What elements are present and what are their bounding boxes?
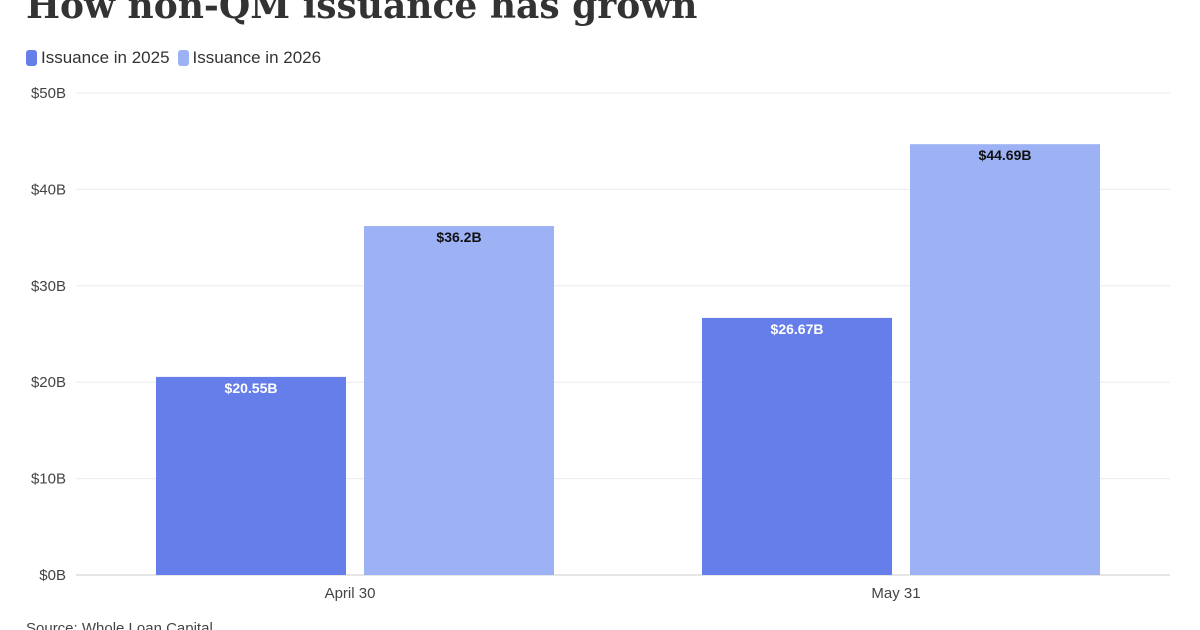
bar-2026-may-31[interactable] (910, 144, 1100, 575)
y-tick-label: $50B (31, 85, 66, 102)
data-label: $20.55B (225, 380, 278, 396)
data-label: $44.69B (979, 147, 1032, 163)
bar-2025-april-30[interactable] (156, 376, 346, 575)
legend: Issuance in 2025 Issuance in 2026 (26, 48, 329, 68)
y-tick-label: $20B (31, 374, 66, 391)
y-tick-label: $10B (31, 471, 66, 488)
x-category-label: May 31 (871, 585, 920, 602)
y-tick-label: $40B (31, 181, 66, 198)
legend-label-2026: Issuance in 2026 (192, 48, 322, 67)
bar-2026-april-30[interactable] (364, 226, 554, 576)
source-note: Source: Whole Loan Capital (26, 620, 213, 630)
chart-title: How non-QM issuance has grown (26, 0, 698, 27)
x-category-label: April 30 (325, 585, 376, 602)
y-tick-label: $30B (31, 278, 66, 295)
legend-item-2025[interactable]: Issuance in 2025 (26, 48, 170, 68)
legend-item-2026[interactable]: Issuance in 2026 (177, 48, 322, 68)
y-tick-label: $0B (39, 567, 66, 584)
legend-swatch-2026 (177, 50, 189, 66)
legend-swatch-2025 (26, 50, 37, 66)
legend-label-2025: Issuance in 2025 (41, 48, 170, 67)
bar-2025-may-31[interactable] (702, 317, 892, 575)
data-label: $36.2B (436, 229, 481, 245)
data-label: $26.67B (771, 321, 824, 337)
